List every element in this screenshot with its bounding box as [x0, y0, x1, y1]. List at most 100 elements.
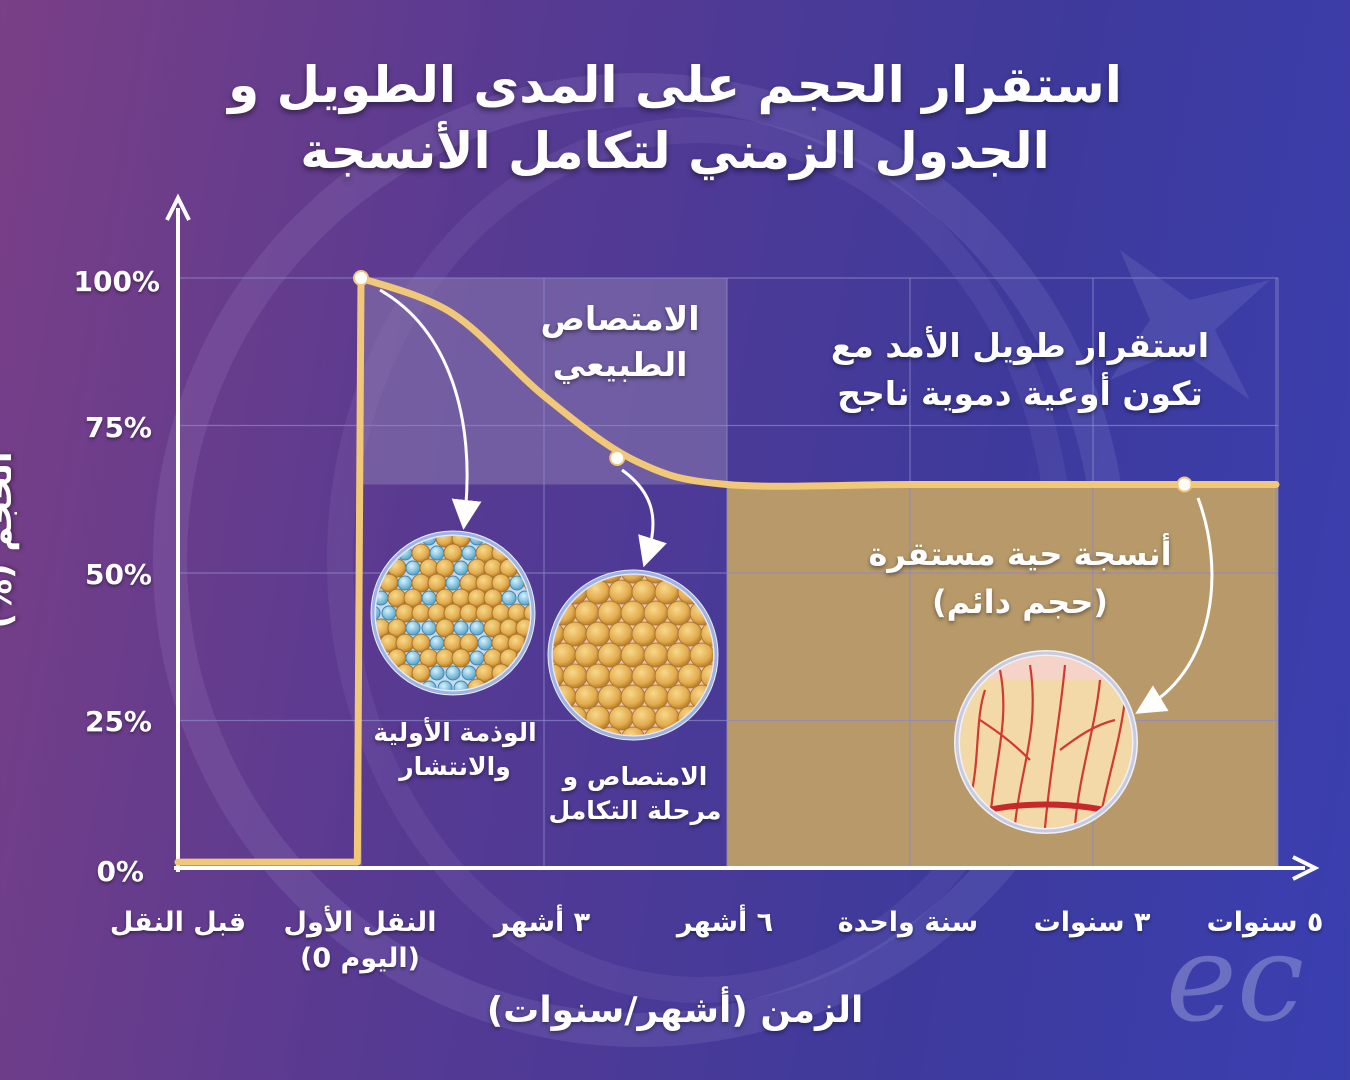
fat-cell	[666, 684, 692, 710]
x-tick-label: سنة واحدة	[837, 907, 979, 938]
fluid-droplet	[397, 575, 413, 591]
fluid-droplet	[453, 620, 469, 636]
fat-cell	[643, 600, 669, 626]
fat-cell	[574, 600, 600, 626]
x-tick-3-years: ٣ سنوات	[992, 905, 1192, 941]
fat-cell	[608, 621, 634, 647]
fluid-droplet	[501, 590, 517, 606]
fat-cell	[608, 663, 634, 689]
x-tick-label: ٣ أشهر	[493, 907, 591, 938]
page-title: استقرار الحجم على المدى الطويل و الجدول …	[0, 52, 1350, 184]
volume-series-line	[174, 274, 1280, 866]
fat-cell	[631, 621, 657, 647]
long-term-stability-label: استقرار طويل الأمد مع تكون أوعية دموية ن…	[790, 322, 1250, 418]
fat-cell	[585, 663, 611, 689]
fat-cell	[654, 663, 680, 689]
fat-cell	[608, 579, 634, 605]
fluid-droplet	[445, 575, 461, 591]
blood-vessel	[1098, 699, 1127, 819]
fat-cell	[515, 536, 530, 548]
x-tick-sublabel: (اليوم 0)	[299, 943, 420, 974]
fluid-droplet	[421, 620, 437, 636]
fat-cell	[387, 678, 407, 690]
annotation-line: أنسجة حية مستقرة	[868, 535, 1172, 573]
fluid-droplet	[437, 680, 453, 690]
fluid-droplet	[381, 605, 397, 621]
fluid-droplet	[405, 560, 421, 576]
fat-cell	[666, 600, 692, 626]
stable-tissue-label: أنسجة حية مستقرة (حجم دائم)	[820, 530, 1220, 626]
fat-cell	[523, 603, 530, 623]
blood-vessel	[1059, 718, 1116, 751]
fat-cell	[523, 663, 530, 683]
x-tick-label: ٣ سنوات	[1033, 907, 1151, 938]
y-tick-25: 25%	[84, 705, 152, 738]
title-line-1: استقرار الحجم على المدى الطويل و	[228, 56, 1122, 114]
annotation-line: الامتصاص	[540, 299, 700, 338]
fat-cell	[700, 621, 713, 647]
fat-cell	[666, 642, 692, 668]
fat-cell	[553, 684, 554, 710]
fat-cell	[532, 529, 550, 547]
fat-cell	[677, 663, 703, 689]
fat-cell	[677, 621, 703, 647]
x-tick-label: النقل الأول	[283, 907, 437, 938]
fat-cell	[597, 600, 623, 626]
x-tick-1-year: سنة واحدة	[808, 905, 1008, 941]
y-axis-label: الحجم (%)	[0, 451, 20, 629]
annotation-line: والانتشار	[399, 752, 511, 781]
fluid-droplet	[445, 665, 461, 681]
annotation-line: الطبيعي	[552, 345, 688, 384]
y-tick-75: 75%	[84, 411, 152, 444]
fat-cell	[499, 536, 519, 548]
fluid-droplet	[453, 560, 469, 576]
fat-cell	[376, 536, 391, 548]
fluid-droplet	[517, 680, 530, 690]
y-tick-0: 0%	[96, 855, 144, 888]
fat-cell	[620, 642, 646, 668]
fat-cell	[376, 663, 383, 683]
fat-cell	[700, 663, 713, 689]
fat-cell	[654, 621, 680, 647]
resorption-integration-label: الامتصاص و مرحلة التكامل	[525, 760, 745, 828]
fat-cell	[574, 684, 600, 710]
fat-cell	[620, 600, 646, 626]
fat-cell	[411, 663, 431, 683]
data-point	[609, 449, 626, 466]
fluid-droplet	[461, 545, 477, 561]
title-line-2: الجدول الزمني لتكامل الأنسجة	[300, 122, 1050, 180]
fluid-droplet	[376, 680, 389, 690]
fat-cell	[553, 575, 554, 584]
fat-cell	[553, 575, 577, 584]
x-tick-label: ٦ أشهر	[676, 907, 774, 938]
fat-cell	[631, 663, 657, 689]
initial-swelling-label: الوذمة الأولية والانتشار	[345, 716, 565, 784]
fat-cell	[553, 642, 577, 668]
blood-vessel	[1043, 664, 1067, 828]
fat-cell	[597, 642, 623, 668]
fat-cell	[700, 705, 713, 731]
x-tick-5-years: ٥ سنوات	[1165, 905, 1350, 941]
fat-cell	[631, 705, 657, 731]
fat-cell	[459, 603, 479, 623]
fat-cell	[451, 648, 471, 668]
fluid-droplet	[469, 650, 485, 666]
x-tick-6-months: ٦ أشهر	[625, 905, 825, 941]
fluid-droplet	[525, 545, 530, 561]
blood-vessel	[988, 669, 1005, 821]
annotation-line: الوذمة الأولية	[373, 718, 537, 747]
x-tick-first-transfer: النقل الأول (اليوم 0)	[260, 905, 460, 977]
y-tick-50: 50%	[84, 558, 152, 591]
annotation-line: مرحلة التكامل	[548, 796, 722, 825]
blood-vessel	[979, 719, 1031, 761]
fluid-droplet	[469, 620, 485, 636]
fat-cell	[689, 726, 713, 735]
fat-cell	[387, 536, 407, 548]
fat-cell	[620, 575, 646, 584]
y-tick-100: 100%	[73, 265, 160, 298]
annotation-line: الامتصاص و	[562, 762, 708, 791]
fat-cell	[532, 679, 550, 697]
data-point	[1176, 476, 1193, 493]
fat-cell	[608, 705, 634, 731]
